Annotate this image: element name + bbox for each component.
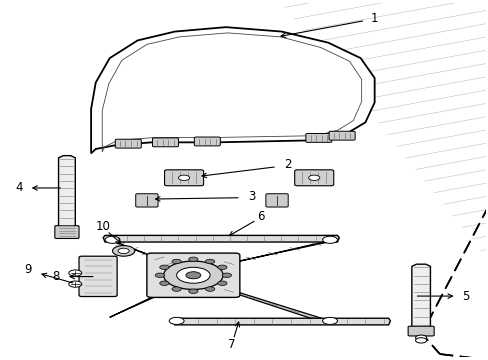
Text: 1: 1 — [370, 12, 378, 25]
FancyBboxPatch shape — [146, 253, 239, 297]
Circle shape — [217, 265, 226, 270]
Circle shape — [118, 248, 129, 253]
Text: 10: 10 — [96, 220, 110, 233]
FancyBboxPatch shape — [115, 139, 141, 148]
Polygon shape — [173, 318, 389, 325]
Polygon shape — [109, 240, 193, 271]
Circle shape — [155, 273, 164, 278]
Text: 7: 7 — [227, 338, 235, 351]
FancyBboxPatch shape — [407, 326, 433, 336]
FancyBboxPatch shape — [265, 194, 287, 207]
Circle shape — [172, 287, 181, 291]
FancyBboxPatch shape — [194, 137, 220, 146]
FancyBboxPatch shape — [79, 256, 117, 297]
FancyBboxPatch shape — [294, 170, 333, 186]
Circle shape — [169, 318, 183, 324]
Polygon shape — [103, 235, 339, 242]
Circle shape — [205, 259, 214, 264]
Text: 5: 5 — [461, 289, 468, 303]
FancyBboxPatch shape — [328, 131, 354, 140]
Circle shape — [172, 259, 181, 264]
Circle shape — [69, 270, 81, 276]
Circle shape — [105, 236, 120, 243]
Circle shape — [112, 246, 135, 256]
FancyBboxPatch shape — [55, 226, 79, 238]
Text: 6: 6 — [257, 210, 264, 223]
Polygon shape — [193, 280, 332, 324]
Circle shape — [222, 273, 231, 278]
Circle shape — [188, 257, 198, 261]
Polygon shape — [59, 156, 75, 229]
Polygon shape — [91, 27, 374, 153]
Polygon shape — [411, 264, 429, 328]
Circle shape — [163, 261, 223, 289]
Circle shape — [415, 335, 426, 341]
Circle shape — [217, 281, 226, 285]
Circle shape — [415, 338, 426, 343]
Circle shape — [160, 265, 169, 270]
Circle shape — [322, 318, 337, 324]
Text: 4: 4 — [16, 181, 23, 194]
Circle shape — [188, 289, 198, 293]
Circle shape — [185, 272, 201, 279]
Polygon shape — [421, 105, 488, 360]
Text: 8: 8 — [52, 270, 60, 283]
FancyBboxPatch shape — [136, 194, 158, 207]
Circle shape — [308, 175, 319, 180]
Circle shape — [176, 267, 210, 283]
FancyBboxPatch shape — [164, 170, 203, 186]
Circle shape — [205, 287, 214, 291]
Circle shape — [178, 175, 189, 180]
Text: 3: 3 — [248, 190, 255, 203]
Text: 2: 2 — [284, 158, 291, 171]
Polygon shape — [109, 280, 193, 318]
FancyBboxPatch shape — [305, 134, 331, 142]
Polygon shape — [193, 240, 332, 271]
Circle shape — [160, 281, 169, 285]
Circle shape — [322, 236, 337, 243]
Text: 9: 9 — [24, 263, 32, 276]
FancyBboxPatch shape — [152, 138, 178, 147]
Circle shape — [69, 281, 81, 287]
